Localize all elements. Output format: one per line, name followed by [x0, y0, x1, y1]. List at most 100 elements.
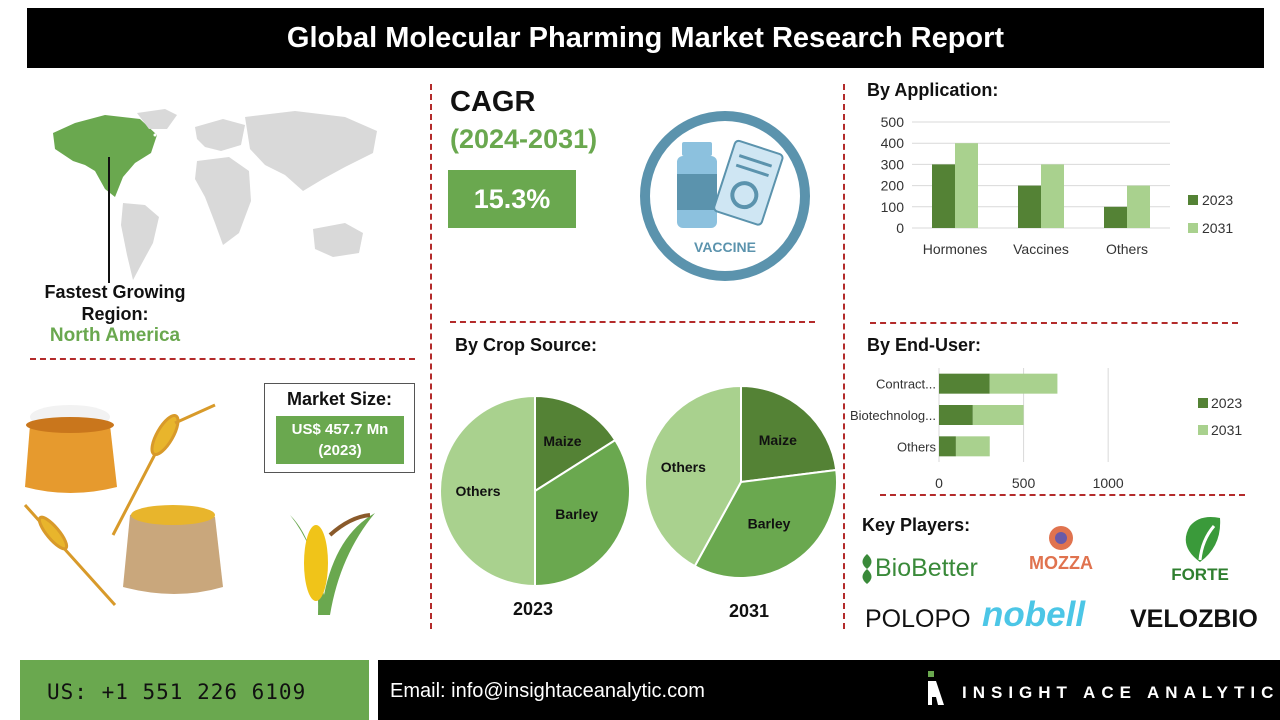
- app-ytick-label: 500: [881, 114, 905, 130]
- app-bar-2031: [1041, 164, 1064, 228]
- app-bar-2023: [1104, 206, 1127, 228]
- pie-slice-others: [644, 384, 742, 568]
- logo-forte-text: FORTE: [1171, 565, 1229, 584]
- grain-sacks-illustration: [23, 403, 223, 607]
- app-category-label: Hormones: [923, 241, 988, 257]
- enduser-bar-2023: [939, 373, 990, 394]
- enduser-bar-2031: [955, 436, 990, 457]
- map-asia: [245, 111, 377, 191]
- logo-mozza: MOZZA: [1018, 525, 1104, 575]
- enduser-bar-2023: [939, 405, 973, 425]
- app-bar-2023: [1018, 185, 1041, 228]
- application-bar-chart: 0 100 200 300 400 500 Hormones Vaccines Others 20…: [881, 114, 1234, 257]
- enduser-bar-2031: [972, 405, 1024, 425]
- key-players-title: Key Players:: [862, 515, 971, 535]
- enduser-category-label: Biotechnolog...: [850, 408, 936, 423]
- app-ytick-label: 200: [881, 178, 905, 194]
- divider-vertical-left: [430, 84, 432, 629]
- app-legend-swatch: [1188, 223, 1198, 233]
- mozza-emblem-icon: [1049, 526, 1073, 550]
- pie-caption-2031: 2031: [728, 601, 770, 621]
- enduser-xtick-label: 500: [1012, 475, 1036, 491]
- pie-label-others: Others: [661, 459, 706, 475]
- map-australia: [313, 223, 363, 257]
- divider-end-user: [880, 494, 1245, 496]
- app-category-label: Others: [1106, 241, 1148, 257]
- cagr-label: CAGR: [450, 86, 536, 118]
- biobetter-leaf-icon: [862, 554, 872, 584]
- logo-mozza-text: MOZZA: [1029, 553, 1093, 573]
- enduser-bar-2031: [989, 373, 1058, 394]
- footer-brand: INSIGHT ACE ANALYTIC: [962, 683, 1280, 702]
- enduser-legend-swatch: [1198, 398, 1208, 408]
- enduser-xtick-label: 0: [935, 475, 943, 491]
- market-size-label: Market Size:: [286, 389, 393, 409]
- logo-nobell: nobell: [982, 595, 1086, 634]
- corn-illustration: [290, 513, 375, 615]
- divider-cagr: [450, 321, 815, 323]
- enduser-legend-label: 2031: [1211, 422, 1242, 438]
- enduser-legend-swatch: [1198, 425, 1208, 435]
- brand-logo-icon: [928, 671, 944, 705]
- divider-application: [870, 322, 1238, 324]
- map-north-america: [53, 115, 157, 197]
- footer-phone-panel: [20, 660, 369, 720]
- region-value: North America: [49, 325, 181, 346]
- logo-forte: FORTE: [1160, 516, 1240, 586]
- end-user-title: By End-User:: [867, 335, 982, 355]
- vaccine-icon: VACCINE: [640, 111, 810, 281]
- world-map: [53, 109, 377, 280]
- pie-slice-maize: [740, 384, 838, 484]
- cagr-period: (2024-2031): [450, 124, 598, 154]
- map-europe: [195, 119, 245, 151]
- pie-slice-others: [439, 394, 536, 588]
- pie-slice-barley: [693, 468, 838, 579]
- crop-pie-2031: Maize Barley Others: [644, 384, 838, 579]
- divider-vertical-right: [843, 84, 845, 629]
- page-title: Global Molecular Pharming Market Researc…: [286, 22, 1005, 54]
- divider-region: [30, 358, 415, 360]
- vaccine-label: VACCINE: [694, 239, 756, 255]
- pie-slice-maize: [534, 394, 617, 493]
- cagr-value: 15.3%: [448, 170, 576, 228]
- crop-pie-2023: Maize Barley Others: [439, 394, 631, 588]
- market-size-amount: US$ 457.7 Mn: [291, 421, 389, 438]
- region-pointer-line: [108, 157, 110, 283]
- logo-polopo: POLOPO: [865, 605, 971, 633]
- app-ytick-label: 300: [881, 156, 905, 172]
- market-size-box: [264, 383, 415, 473]
- app-legend-label: 2031: [1202, 220, 1233, 236]
- map-greenland: [137, 109, 177, 129]
- footer-email-panel: [378, 660, 1280, 720]
- footer-email: Email: info@insightaceanalytic.com: [390, 680, 705, 702]
- app-ytick-label: 100: [881, 199, 905, 215]
- pie-label-barley: Barley: [555, 506, 598, 522]
- pie-label-barley: Barley: [748, 515, 791, 531]
- pie-label-others: Others: [455, 483, 500, 499]
- title-bar: [27, 8, 1264, 68]
- app-bar-2031: [1127, 185, 1150, 228]
- app-legend-swatch: [1188, 195, 1198, 205]
- logo-biobetter-text: BioBetter: [875, 554, 978, 582]
- map-africa: [195, 157, 251, 245]
- app-bar-2031: [955, 143, 978, 228]
- enduser-category-label: Others: [897, 439, 937, 454]
- application-title: By Application:: [867, 80, 999, 100]
- app-ytick-label: 0: [896, 220, 904, 236]
- logo-biobetter: BioBetter: [858, 550, 1000, 588]
- pie-label-maize: Maize: [759, 432, 797, 448]
- pie-caption-2023: 2023: [512, 599, 554, 619]
- enduser-legend-label: 2023: [1211, 395, 1242, 411]
- forte-leaf-icon: [1185, 517, 1221, 562]
- market-size-value: US$ 457.7 Mn (2023): [276, 416, 404, 464]
- logo-velozbio: VELOZBIO: [1130, 605, 1258, 633]
- footer-phone: US: +1 551 226 6109: [47, 680, 307, 704]
- enduser-xtick-label: 1000: [1093, 475, 1124, 491]
- pie-slice-barley: [534, 438, 631, 588]
- market-size-year: (2023): [318, 442, 362, 459]
- crop-source-title: By Crop Source:: [455, 335, 598, 355]
- pie-label-maize: Maize: [543, 433, 581, 449]
- region-label: Fastest Growing Region:: [44, 282, 186, 324]
- enduser-bar-2023: [939, 436, 956, 457]
- app-bar-2023: [932, 164, 955, 228]
